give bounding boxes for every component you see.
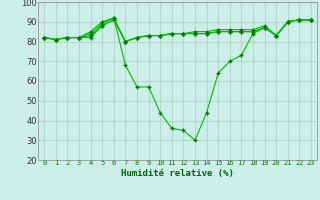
X-axis label: Humidité relative (%): Humidité relative (%) [121, 169, 234, 178]
